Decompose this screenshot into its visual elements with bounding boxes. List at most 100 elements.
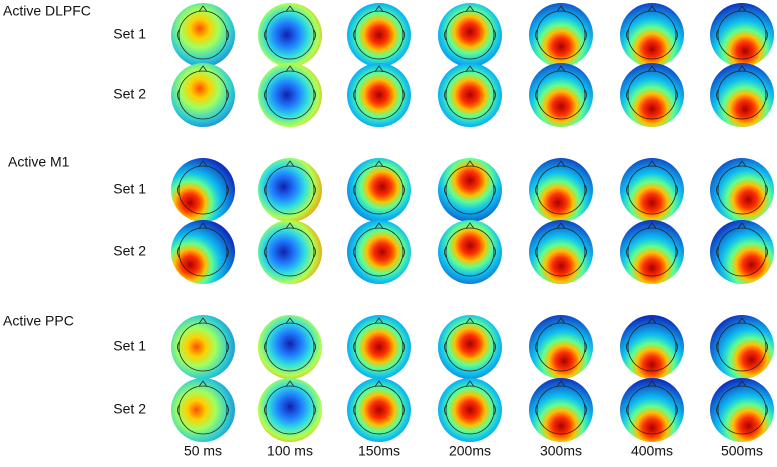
ear-right (675, 404, 678, 416)
ear-right (584, 404, 587, 416)
head-outline (178, 322, 228, 372)
head-outline (354, 385, 404, 435)
time-label: 400ms (631, 443, 673, 459)
topomap (620, 378, 684, 442)
ear-left (264, 89, 267, 101)
group-title: Active DLPFC (3, 3, 91, 19)
nose (374, 5, 384, 12)
group-title: Active M1 (8, 154, 70, 170)
head-outline (265, 70, 315, 120)
topomap (529, 158, 593, 222)
topomap-disc (620, 315, 684, 379)
topomap-disc (529, 158, 593, 222)
ear-right (313, 29, 316, 41)
ear-left (444, 29, 447, 41)
topomap (438, 3, 502, 67)
head-outline (627, 70, 677, 120)
group-title: Active PPC (3, 313, 74, 329)
nose (647, 380, 657, 387)
ear-left (353, 404, 356, 416)
ear-left (535, 29, 538, 41)
nose (647, 5, 657, 12)
nose (465, 222, 475, 229)
topomap-disc (347, 378, 411, 442)
ear-left (444, 246, 447, 258)
nose (647, 160, 657, 167)
ear-right (313, 89, 316, 101)
topomap-disc (171, 158, 235, 222)
topomap (620, 3, 684, 67)
ear-right (584, 184, 587, 196)
head-outline (178, 165, 228, 215)
set-label: Set 1 (113, 26, 146, 42)
ear-left (626, 246, 629, 258)
nose (198, 380, 208, 387)
set-label: Set 2 (113, 86, 146, 102)
ear-left (535, 184, 538, 196)
ear-left (716, 184, 719, 196)
topomap-disc (347, 3, 411, 67)
ear-right (675, 246, 678, 258)
ear-right (226, 89, 229, 101)
topomap (171, 315, 235, 379)
topomap (620, 220, 684, 284)
topomap-disc (171, 3, 235, 67)
time-label: 200ms (449, 443, 491, 459)
ear-right (765, 184, 768, 196)
ear-right (226, 29, 229, 41)
ear-right (765, 341, 768, 353)
head-outline (627, 227, 677, 277)
topomap (258, 158, 322, 222)
topomap (347, 220, 411, 284)
nose (374, 160, 384, 167)
ear-left (353, 29, 356, 41)
ear-left (353, 89, 356, 101)
topomap (438, 158, 502, 222)
topomap-disc (171, 378, 235, 442)
ear-left (177, 246, 180, 258)
topomap (258, 315, 322, 379)
nose (465, 317, 475, 324)
ear-left (716, 29, 719, 41)
topomap (710, 378, 774, 442)
head-outline (445, 70, 495, 120)
topomap-disc (710, 158, 774, 222)
ear-right (226, 246, 229, 258)
topomap-disc (529, 378, 593, 442)
head-outline (354, 70, 404, 120)
head-outline (265, 10, 315, 60)
ear-left (264, 184, 267, 196)
topomap-disc (620, 3, 684, 67)
ear-right (493, 404, 496, 416)
nose (285, 317, 295, 324)
nose (285, 5, 295, 12)
topomap-disc (620, 158, 684, 222)
time-label: 500ms (721, 443, 763, 459)
nose (198, 65, 208, 72)
nose (737, 222, 747, 229)
ear-left (716, 246, 719, 258)
topomap-disc (171, 220, 235, 284)
nose (374, 317, 384, 324)
head-outline (627, 165, 677, 215)
topomap-disc (710, 3, 774, 67)
head-outline (717, 322, 767, 372)
topomap-disc (347, 63, 411, 127)
head-outline (178, 70, 228, 120)
set-label: Set 1 (113, 181, 146, 197)
topomap-disc (258, 158, 322, 222)
ear-left (626, 341, 629, 353)
topomap (710, 158, 774, 222)
head-outline (627, 322, 677, 372)
nose (737, 317, 747, 324)
head-outline (536, 227, 586, 277)
ear-left (177, 184, 180, 196)
ear-right (584, 89, 587, 101)
nose (374, 222, 384, 229)
head-outline (445, 165, 495, 215)
topomap-disc (438, 220, 502, 284)
ear-right (402, 341, 405, 353)
nose (374, 65, 384, 72)
head-outline (627, 10, 677, 60)
